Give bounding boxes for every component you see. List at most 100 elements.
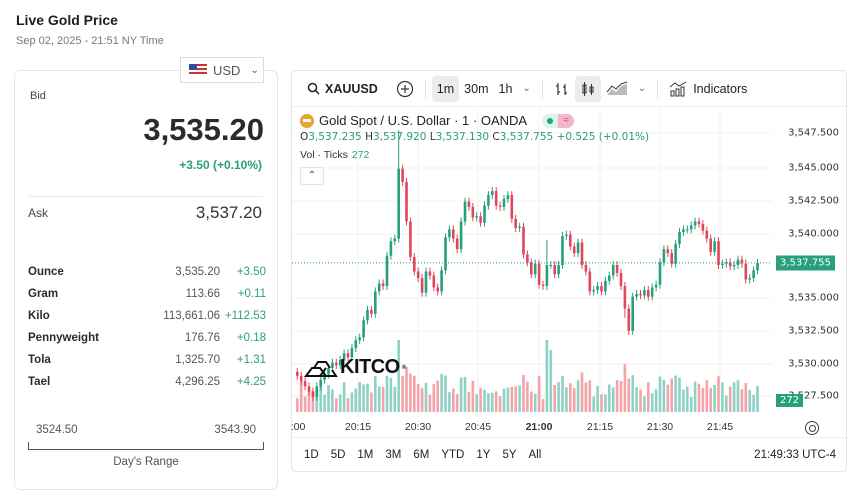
- time-tick: 21:45: [706, 421, 734, 433]
- range-1y[interactable]: 1Y: [476, 448, 491, 461]
- time-tick: 21:30: [646, 421, 674, 433]
- unit-change: +3.50: [236, 266, 266, 278]
- interval-1m[interactable]: 1m: [431, 75, 460, 102]
- unit-change: +0.11: [237, 288, 266, 300]
- chart-legend: Gold Spot / U.S. Dollar · 1 · OANDA ≈ O3…: [300, 113, 649, 185]
- price-tick: 3,532.500: [788, 325, 839, 337]
- unit-value: 1,325.70: [175, 354, 220, 366]
- chart-toolbar: XAUUSD 1m 30m 1h ⌄ ⌄ Indicators: [292, 71, 846, 107]
- candles-style-button[interactable]: [574, 75, 601, 102]
- close-value: 3,537.755: [499, 131, 554, 143]
- unit-value: 113,661.06: [163, 310, 220, 322]
- price-tick: 3,547.500: [788, 127, 839, 139]
- bid-label: Bid: [30, 90, 46, 102]
- time-tick: 21:15: [586, 421, 614, 433]
- currency-selector[interactable]: USD ⌄: [180, 57, 264, 83]
- ask-label: Ask: [28, 206, 49, 220]
- unit-change: +1.31: [236, 354, 266, 366]
- gold-symbol-icon: [300, 113, 314, 128]
- day-range-high: 3543.90: [214, 424, 256, 436]
- symbol-search-button[interactable]: XAUUSD: [302, 76, 383, 102]
- range-toolbar: 1D 5D 1M 3M 6M YTD 1Y 5Y All 21:49:33 UT…: [292, 437, 846, 471]
- kitco-watermark: KITCO ®: [304, 356, 406, 379]
- ask-value: 3,537.20: [195, 203, 262, 222]
- candlestick-chart: [292, 108, 772, 418]
- collapse-legend-button[interactable]: ⌃: [300, 167, 324, 185]
- time-tick: 20:45: [464, 421, 492, 433]
- open-label: O: [300, 131, 309, 143]
- unit-value: 3,535.20: [175, 266, 220, 278]
- symbol-label: XAUUSD: [325, 81, 378, 96]
- price-tick: 3,540.000: [788, 228, 839, 240]
- price-tick: 3,535.000: [788, 292, 839, 304]
- change-value: +0.525 (+0.01%): [556, 131, 650, 143]
- unit-name: Ounce: [28, 266, 64, 278]
- interval-1h[interactable]: 1h: [498, 81, 513, 96]
- chart-type-dropdown[interactable]: ⌄: [633, 76, 651, 102]
- time-tick: 20:15: [344, 421, 372, 433]
- timestamp: Sep 02, 2025 - 21:51 NY Time: [16, 35, 164, 47]
- day-range-label: Day's Range: [113, 456, 179, 468]
- currency-value: USD: [213, 62, 241, 78]
- range-6m[interactable]: 6M: [413, 448, 430, 461]
- unit-row-pennyweight: Pennyweight 176.76 +0.18: [28, 327, 266, 349]
- chart-plot-area[interactable]: Gold Spot / U.S. Dollar · 1 · OANDA ≈ O3…: [292, 108, 772, 418]
- unit-row-gram: Gram 113.66 +0.11: [28, 283, 266, 305]
- range-1d[interactable]: 1D: [304, 448, 319, 461]
- delayed-data-icon: ≈: [558, 113, 575, 128]
- kitco-logo-icon: [304, 360, 338, 377]
- us-flag-icon: [189, 64, 207, 76]
- ohlc-values: O3,537.235 H3,537.920 L3,537.130 C3,537.…: [300, 131, 649, 143]
- separator: [541, 78, 543, 99]
- unit-name: Gram: [28, 288, 59, 300]
- day-range-low: 3524.50: [36, 424, 78, 436]
- unit-value: 176.76: [184, 332, 220, 344]
- open-value: 3,537.235: [308, 131, 362, 143]
- range-1m[interactable]: 1M: [357, 448, 374, 461]
- range-3m[interactable]: 3M: [385, 448, 402, 461]
- market-status-pill[interactable]: ≈: [542, 113, 575, 128]
- volume-label: Vol · Ticks: [300, 149, 348, 161]
- price-axis[interactable]: 3,547.500 3,545.000 3,542.500 3,540.000 …: [772, 108, 847, 418]
- volume-value: 272: [351, 149, 370, 161]
- unit-price-table: Ounce 3,535.20 +3.50 Gram 113.66 +0.11 Kilo 1…: [28, 261, 266, 393]
- low-value: 3,537.130: [435, 131, 490, 143]
- legend-title: Gold Spot / U.S. Dollar · 1 · OANDA: [319, 113, 528, 128]
- range-5y[interactable]: 5Y: [502, 448, 517, 461]
- chevron-up-icon: ⌃: [307, 170, 317, 181]
- area-style-button[interactable]: [601, 76, 633, 102]
- range-ytd[interactable]: YTD: [441, 448, 465, 461]
- chevron-down-icon: ⌄: [637, 83, 647, 94]
- interval-30m[interactable]: 30m: [464, 81, 489, 96]
- time-axis[interactable]: :00 20:15 20:30 20:45 21:00 21:15 21:30 …: [291, 418, 848, 436]
- last-volume-label: 272: [776, 394, 804, 407]
- settings-icon[interactable]: [805, 421, 819, 435]
- bars-icon: [555, 82, 567, 95]
- day-range-bar: [28, 442, 264, 450]
- time-tick: 21:00: [525, 421, 553, 433]
- range-all[interactable]: All: [528, 448, 542, 461]
- chart-clock[interactable]: 21:49:33 UTC-4: [754, 448, 836, 461]
- interval-dropdown[interactable]: ⌄: [517, 76, 535, 102]
- market-open-icon: [542, 113, 559, 128]
- last-price-label: 3,537.755: [776, 255, 835, 271]
- unit-name: Tael: [28, 376, 51, 388]
- compare-symbol-button[interactable]: [391, 76, 419, 102]
- price-tick: 3,545.000: [788, 162, 839, 174]
- high-value: 3,537.920: [372, 131, 427, 143]
- candlestick-icon: [582, 81, 594, 96]
- high-label: H: [365, 131, 373, 143]
- separator: [424, 78, 426, 99]
- low-label: L: [429, 131, 436, 143]
- search-icon: [307, 82, 320, 95]
- range-5d[interactable]: 5D: [330, 448, 346, 461]
- plus-circle-icon: [396, 80, 413, 97]
- kitco-text: KITCO: [340, 356, 400, 378]
- bar-style-button[interactable]: [549, 76, 575, 102]
- indicators-button[interactable]: Indicators: [664, 76, 752, 102]
- unit-value: 113.66: [185, 288, 220, 300]
- close-label: C: [492, 131, 500, 143]
- unit-row-ounce: Ounce 3,535.20 +3.50: [28, 261, 266, 283]
- price-tick: 3,530.000: [788, 358, 839, 370]
- chart-widget: XAUUSD 1m 30m 1h ⌄ ⌄ Indicators: [291, 70, 847, 472]
